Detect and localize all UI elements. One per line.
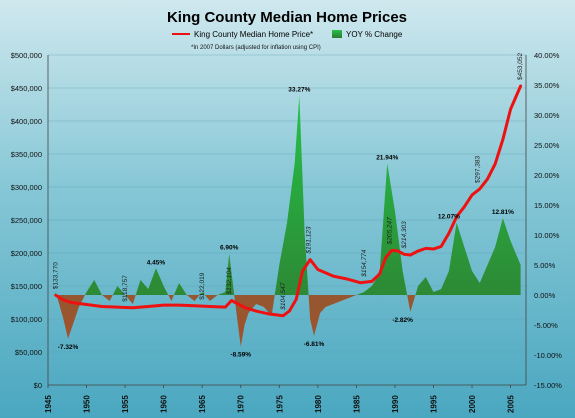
y-right-tick-label: -5.00%	[534, 321, 558, 330]
y-right-tick-label: 30.00%	[534, 111, 560, 120]
x-tick-label: 1985	[352, 395, 361, 413]
y-left-tick-label: $0	[34, 381, 42, 390]
x-tick-label: 2005	[507, 395, 516, 413]
y-left-tick-label: $100,000	[11, 315, 42, 324]
price-label: $154,774	[361, 249, 368, 277]
price-label: $104,547	[280, 282, 287, 310]
x-tick-label: 1965	[198, 395, 207, 413]
y-right-tick-label: 10.00%	[534, 231, 560, 240]
x-tick-label: 1945	[44, 395, 53, 413]
y-right-tick-label: 40.00%	[534, 51, 560, 60]
y-axis-right: -15.00% -10.00% -5.00% 0.00% 5.00% 10.00% 15.0…	[534, 51, 562, 390]
price-data-labels: $133,770 $118,757 $122,019 $132,104 $104,547…	[53, 53, 524, 311]
y-left-tick-label: $500,000	[11, 51, 42, 60]
legend-yoy-label: YOY % Change	[346, 30, 403, 39]
pct-label: 4.45%	[147, 259, 166, 266]
y-axis-left: $0 $50,000 $100,000 $150,000 $200,000 $250,00…	[11, 51, 42, 390]
pct-label: -7.32%	[58, 344, 79, 351]
x-tick-label: 1980	[314, 395, 323, 413]
x-tick-label: 1960	[160, 395, 169, 413]
price-label: $118,757	[122, 275, 129, 302]
yoy-change-series	[55, 95, 521, 347]
y-left-tick-label: $150,000	[11, 282, 42, 291]
price-label: $205,247	[387, 217, 394, 245]
y-right-tick-label: 25.00%	[534, 141, 560, 150]
y-left-tick-label: $450,000	[11, 84, 42, 93]
price-label: $133,770	[53, 262, 60, 289]
legend-price-label: King County Median Home Price*	[194, 30, 313, 39]
y-right-tick-label: -15.00%	[534, 381, 562, 390]
y-right-tick-label: -10.00%	[534, 351, 562, 360]
x-tick-label: 1950	[83, 395, 92, 413]
y-left-tick-label: $400,000	[11, 117, 42, 126]
x-tick-label: 1995	[429, 395, 438, 413]
legend-yoy-swatch	[332, 30, 342, 38]
price-label: $214,303	[401, 221, 408, 249]
median-price-line	[54, 84, 523, 318]
pct-label: 12.81%	[492, 209, 514, 216]
y-right-tick-label: 15.00%	[534, 201, 560, 210]
x-axis: 1945 1950 1955 1960 1965 1970 1975 1980 1985 1990…	[44, 385, 516, 413]
price-label: $297,383	[474, 155, 481, 182]
x-tick-label: 1970	[237, 395, 246, 413]
price-label: $122,019	[199, 272, 206, 299]
x-tick-label: 1955	[121, 395, 130, 413]
y-left-tick-label: $200,000	[11, 249, 42, 258]
pct-label: 33.27%	[288, 86, 310, 93]
y-right-tick-label: 5.00%	[534, 261, 556, 270]
y-right-tick-label: 0.00%	[534, 291, 556, 300]
chart-note: *In 2007 Dollars (adjusted for inflation…	[191, 45, 321, 51]
price-label: $453,052	[517, 53, 524, 80]
price-label: $132,104	[226, 267, 233, 295]
y-right-tick-label: 20.00%	[534, 171, 560, 180]
pct-label: 21.94%	[376, 154, 398, 161]
y-left-tick-label: $300,000	[11, 183, 42, 192]
y-left-tick-label: $50,000	[15, 348, 42, 357]
pct-data-labels: -7.32% 4.45% 6.90% -8.59% 33.27% -6.81% 21.94%…	[58, 86, 514, 358]
price-label: $191,123	[306, 226, 313, 254]
pct-label: 12.07%	[438, 214, 460, 221]
yoy-area-positive	[55, 95, 521, 295]
x-tick-label: 1975	[275, 395, 284, 413]
y-right-tick-label: 35.00%	[534, 81, 560, 90]
x-tick-label: 2000	[468, 395, 477, 413]
x-tick-label: 1990	[391, 395, 400, 413]
y-left-tick-label: $350,000	[11, 150, 42, 159]
pct-label: 6.90%	[220, 245, 239, 252]
chart-title: King County Median Home Prices	[167, 9, 407, 26]
median-price-series	[54, 84, 523, 318]
pct-label: -8.59%	[230, 352, 251, 359]
y-left-tick-label: $250,000	[11, 216, 42, 225]
pct-label: -2.82%	[392, 317, 413, 324]
legend: King County Median Home Price* YOY % Chan…	[172, 30, 403, 39]
pct-label: -6.81%	[304, 341, 325, 348]
